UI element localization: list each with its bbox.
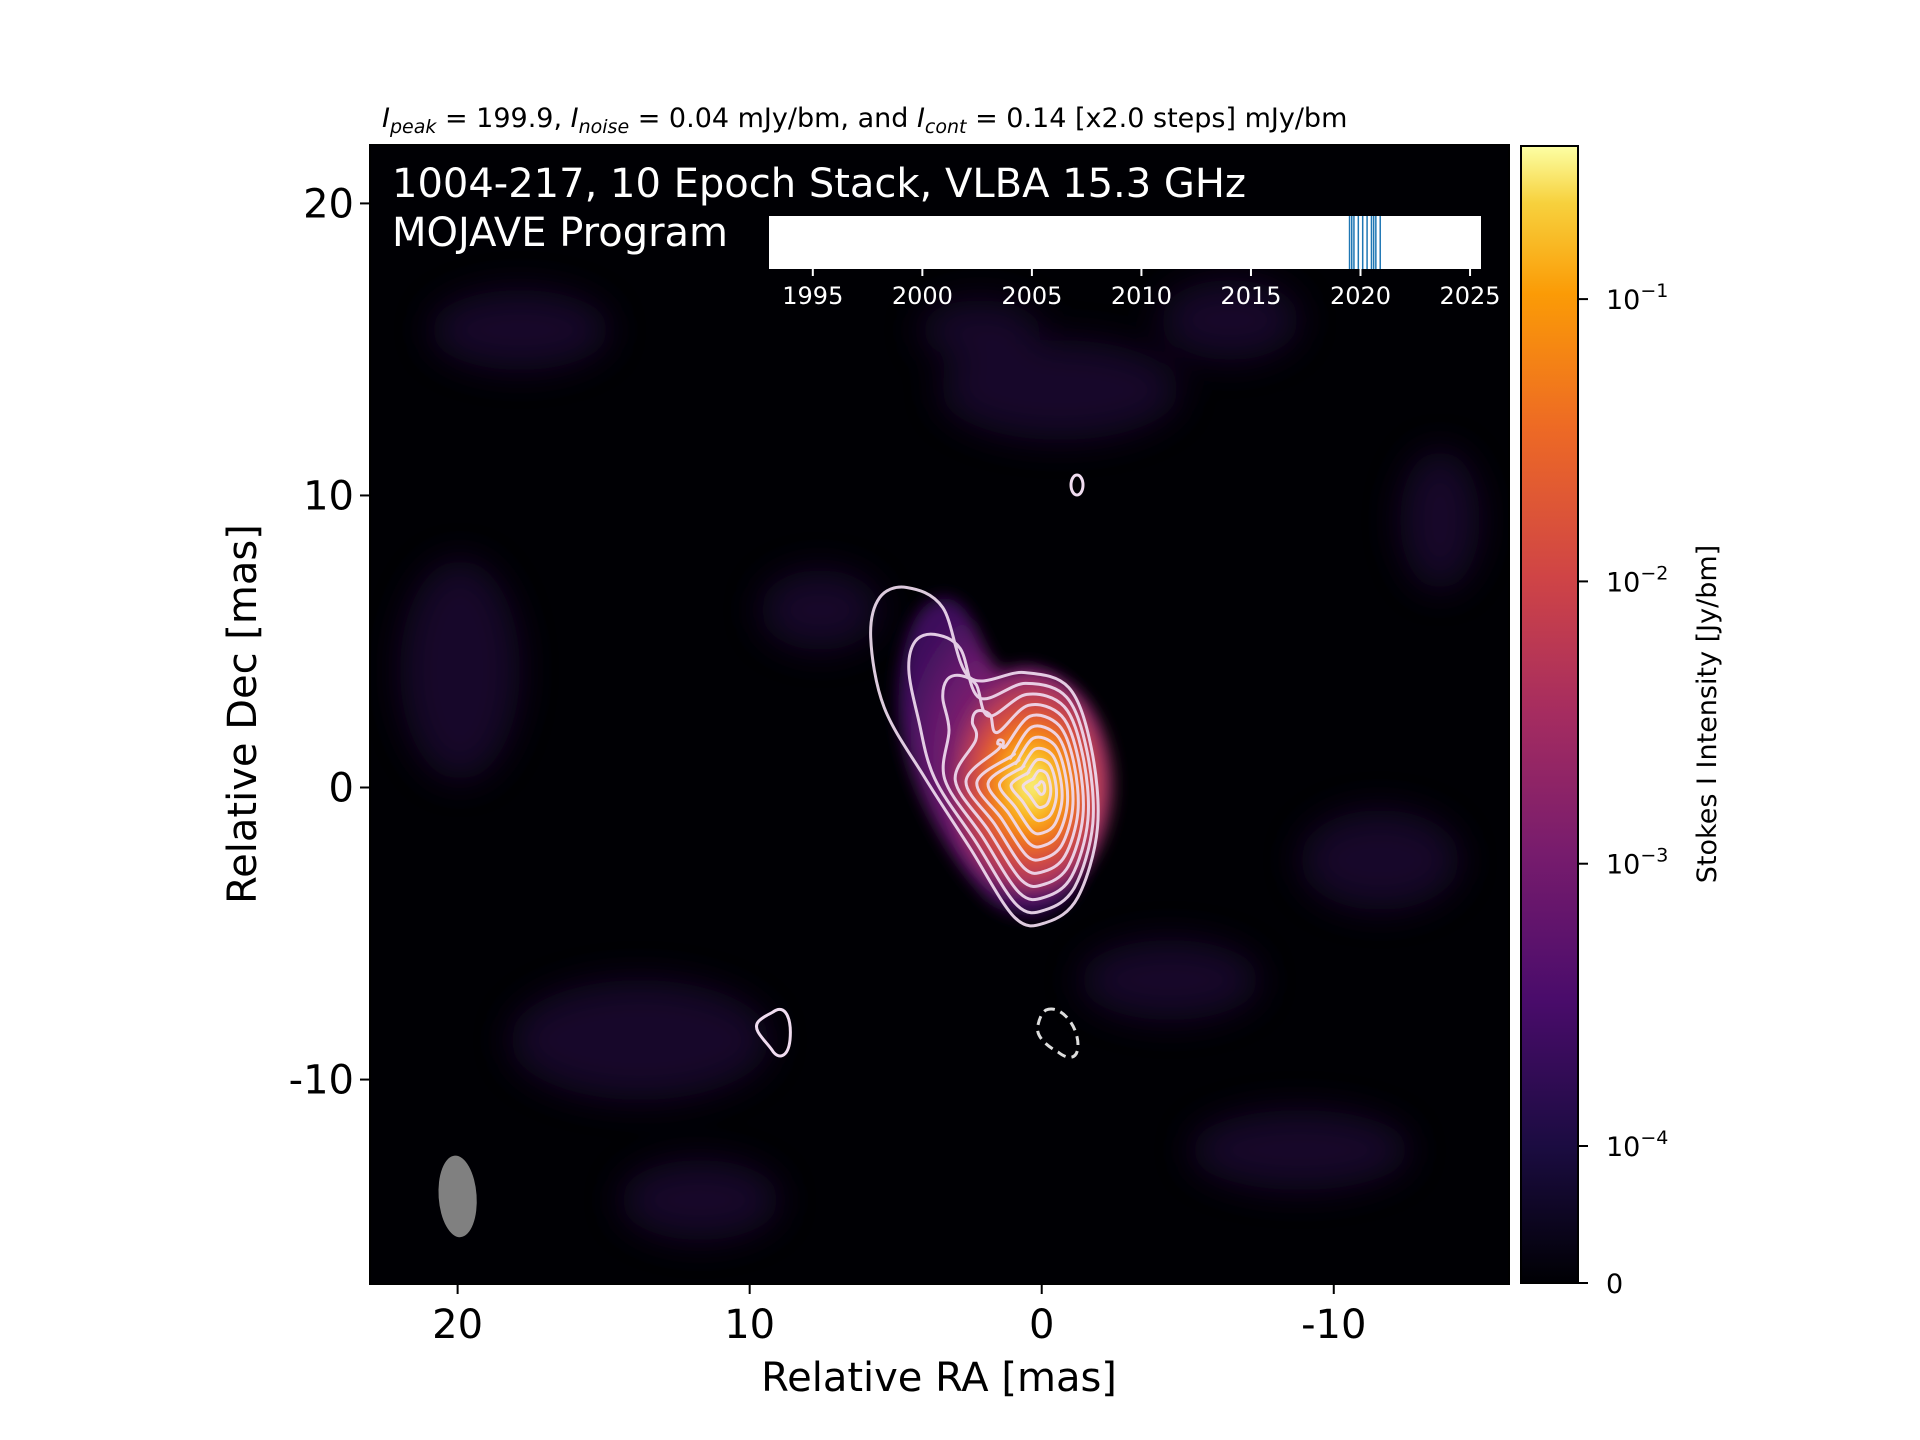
contour-level	[1021, 769, 1053, 810]
y-tick-label: 10	[303, 473, 354, 519]
timeline-tick-label: 2025	[1440, 282, 1501, 310]
contour-level	[953, 703, 1085, 888]
contour-level	[997, 746, 1064, 836]
contour-level	[1009, 757, 1058, 823]
colorbar-tick-label: 10−1	[1606, 280, 1668, 316]
contour-lines	[869, 585, 1100, 928]
image-panel	[369, 144, 1510, 1285]
x-tick-label: 0	[1029, 1302, 1054, 1348]
y-axis-label: Relative Dec [mas]	[220, 524, 266, 904]
y-tick-label: -10	[289, 1058, 354, 1104]
timeline-tick-label: 1995	[782, 282, 843, 310]
timeline-axis: 1995 2000 2005 2010 2015 2020 2025	[782, 269, 1501, 310]
colorbar-ticks: 10−1 10−2 10−3 10−4 0	[1578, 280, 1668, 1300]
timeline-tick-label: 2020	[1330, 282, 1391, 310]
contour-level	[869, 585, 1100, 928]
noise-patch	[400, 560, 520, 780]
colorbar-tick-label: 10−4	[1606, 1127, 1668, 1163]
contour-level	[964, 713, 1080, 875]
noise-patch	[1400, 450, 1480, 590]
noise-patch	[430, 290, 610, 370]
isolated-contour-n	[1069, 473, 1085, 497]
colorbar-tick-label: 10−2	[1606, 562, 1668, 598]
noise-patch	[940, 340, 1180, 440]
timeline-tick-label: 2015	[1220, 282, 1281, 310]
timeline-tick-label: 2005	[1001, 282, 1062, 310]
y-tick-label: 0	[329, 766, 354, 812]
contour-level	[986, 735, 1070, 849]
y-axis: 20 10 0 -10	[289, 181, 370, 1104]
y-tick-label: 20	[303, 181, 354, 227]
timeline-tick-label: 2010	[1111, 282, 1172, 310]
source-annotation-line2: MOJAVE Program	[392, 210, 728, 256]
noise-patch	[1080, 940, 1260, 1020]
background-noise	[400, 280, 1480, 1240]
noise-patch	[1190, 1110, 1410, 1190]
noise-patch	[1300, 810, 1460, 910]
chart-title: Ipeak = 199.9, Inoise = 0.04 mJy/bm, and…	[382, 103, 1347, 138]
x-axis-label: Relative RA [mas]	[761, 1355, 1117, 1401]
noise-patch	[620, 1160, 780, 1240]
colorbar-label: Stokes I Intensity [Jy/bm]	[1692, 545, 1723, 883]
noise-patch	[920, 300, 1040, 360]
colorbar-tick-label: 10−3	[1606, 845, 1668, 881]
x-tick-label: -10	[1301, 1302, 1366, 1348]
x-tick-label: 20	[432, 1302, 483, 1348]
source-annotation-line1: 1004-217, 10 Epoch Stack, VLBA 15.3 GHz	[392, 161, 1246, 207]
epoch-timeline: 1995 2000 2005 2010 2015 2020 2025	[769, 216, 1501, 310]
negative-contour	[1035, 1007, 1080, 1059]
isolated-contour-sw	[755, 1007, 792, 1058]
timeline-tick-label: 2000	[892, 282, 953, 310]
contour-level	[975, 724, 1075, 862]
contour-level	[941, 673, 1090, 902]
x-tick-label: 10	[724, 1302, 775, 1348]
noise-patch	[1160, 280, 1300, 360]
colorbar-tick-label: 0	[1606, 1269, 1623, 1300]
contour-level	[1033, 780, 1047, 796]
x-axis: 20 10 0 -10	[432, 1284, 1366, 1348]
epoch-markers	[1348, 216, 1381, 269]
colorbar: 10−1 10−2 10−3 10−4 0 Stokes I Intensity [Jy…	[1520, 145, 1723, 1300]
noise-patch	[510, 980, 770, 1100]
beam-ellipse	[438, 1155, 477, 1238]
noise-patch	[760, 570, 880, 650]
